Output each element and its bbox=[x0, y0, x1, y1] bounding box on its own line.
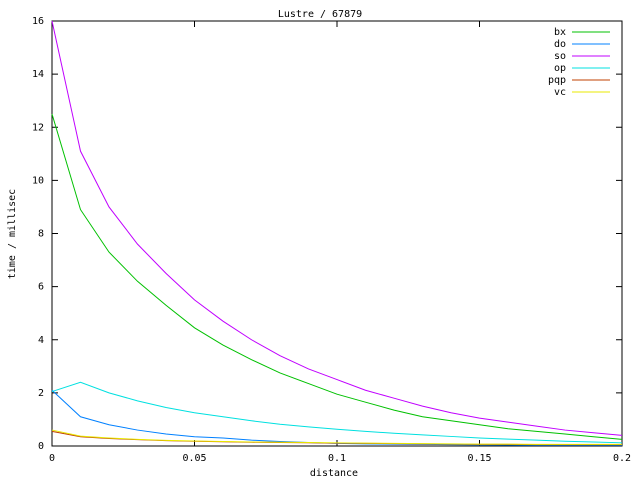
y-tick-label: 8 bbox=[38, 229, 44, 240]
x-tick-label: 0.2 bbox=[613, 453, 631, 464]
x-tick-label: 0.05 bbox=[182, 453, 206, 464]
y-tick-label: 10 bbox=[32, 175, 44, 186]
y-tick-label: 6 bbox=[38, 282, 44, 293]
series-line bbox=[51, 381, 623, 444]
y-tick-label: 12 bbox=[32, 122, 44, 133]
y-axis-label: time / millisec bbox=[7, 189, 18, 279]
y-tick-label: 14 bbox=[32, 69, 44, 80]
legend-label: do bbox=[554, 39, 566, 50]
chart-title: Lustre / 67879 bbox=[278, 9, 362, 20]
x-tick-label: 0.1 bbox=[328, 453, 346, 464]
y-tick-label: 0 bbox=[38, 441, 44, 452]
series-line bbox=[51, 429, 622, 445]
x-tick-label: 0.15 bbox=[467, 453, 491, 464]
legend-label: pqp bbox=[548, 75, 566, 86]
y-tick-label: 2 bbox=[38, 388, 44, 399]
legend-label: op bbox=[554, 63, 566, 74]
legend-label: so bbox=[554, 51, 566, 62]
series-line bbox=[51, 20, 623, 436]
x-axis-label: distance bbox=[310, 468, 358, 479]
legend-label: bx bbox=[554, 27, 566, 38]
y-tick-label: 16 bbox=[32, 16, 44, 27]
y-tick-label: 4 bbox=[38, 335, 44, 346]
series-line bbox=[51, 113, 623, 440]
legend-label: vc bbox=[554, 87, 566, 98]
x-tick-label: 0 bbox=[49, 453, 55, 464]
